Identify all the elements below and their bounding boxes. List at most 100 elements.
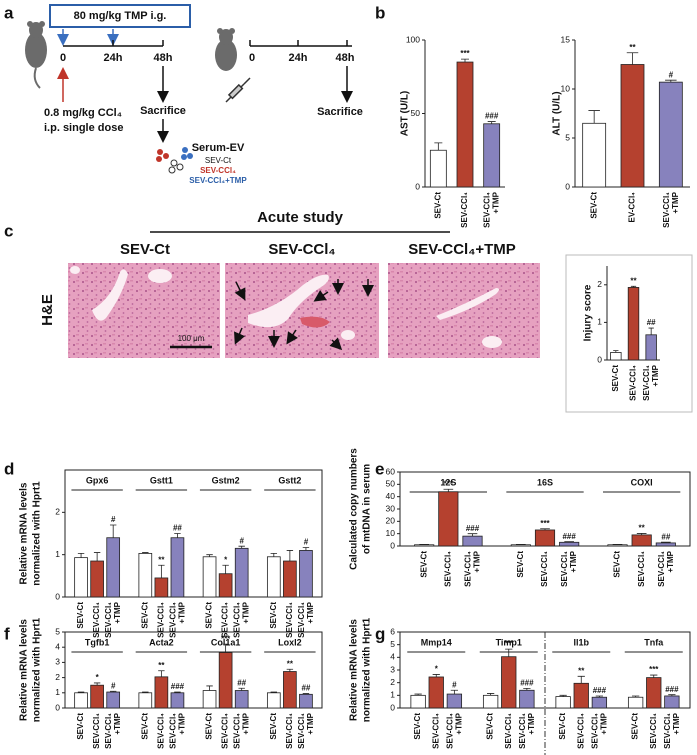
column-title: SEV-CCl₄+TMP — [408, 241, 516, 258]
error-bar — [432, 674, 440, 677]
significance-label: * — [224, 555, 228, 564]
x-tick-label-line: +TMP — [672, 712, 681, 734]
x-tick-label-line: SEV-CCl₄ — [169, 602, 178, 638]
y-tick-label: 0 — [55, 591, 60, 601]
time-label: 0 — [249, 52, 255, 64]
plot-frame — [64, 469, 323, 598]
bar — [414, 544, 435, 547]
x-tick-label: SEV-Ct — [611, 365, 620, 392]
bar — [438, 491, 459, 547]
bar — [299, 550, 313, 598]
x-tick-label: SEV-CCl₄+TMP — [518, 712, 536, 748]
group-label: Gstt1 — [150, 475, 173, 485]
y-axis-title: normalized with Hprt1 — [32, 481, 43, 586]
x-tick-label-line: SEV-CCl₄ — [104, 602, 113, 638]
error-bar — [523, 687, 531, 691]
x-tick-label: SEV-Ct — [413, 713, 422, 740]
bar — [658, 81, 683, 188]
bar — [582, 122, 607, 188]
x-tick-label-line: +TMP — [527, 712, 536, 734]
x-tick-label: SEV-CCl₄ — [629, 365, 638, 401]
error-bar — [158, 670, 165, 677]
significance-label: ** — [630, 276, 637, 285]
x-tick-label: SEV-CCl₄+TMP — [104, 601, 122, 637]
significance-label: # — [304, 538, 309, 547]
error-bar — [222, 643, 229, 653]
y-tick-label: 1 — [597, 317, 602, 327]
x-tick-label-line: +TMP — [178, 601, 187, 623]
bar — [266, 556, 281, 598]
y-tick-label: 15 — [561, 34, 571, 44]
x-tick-label: SEV-CCl₄+TMP — [169, 712, 187, 748]
significance-label: ## — [301, 684, 310, 693]
group-label: Gstt2 — [278, 475, 301, 485]
dose-box — [49, 4, 191, 28]
x-tick-label: SEV-CCl₄ — [443, 551, 452, 587]
x-tick-label: SEV-Ct — [516, 551, 525, 578]
x-tick-label: SEV-CCl₄+TMP — [560, 550, 578, 586]
y-axis-title: Calculated copy numbers — [349, 448, 360, 570]
x-tick-label: SEV-CCl₄ — [649, 713, 658, 749]
x-tick-label-line: +TMP — [651, 364, 660, 386]
y-tick-label: 20 — [386, 516, 396, 526]
x-tick-label: SEV-CCl₄ — [92, 602, 101, 638]
x-tick-label: SEV-CCl₄+TMP — [663, 712, 681, 748]
significance-label: * — [96, 673, 100, 682]
significance-label: ### — [466, 524, 480, 533]
x-tick-label-line: +TMP — [492, 191, 501, 213]
error-bar — [142, 552, 149, 554]
x-tick-label: SEV-Ct — [205, 713, 214, 740]
time-label: 24h — [289, 52, 308, 64]
significance-label: ## — [647, 318, 656, 327]
x-tick-label-line: SEV-CCl₄ — [233, 602, 242, 638]
x-tick-label-line: SEV-CCl₄ — [169, 713, 178, 749]
error-bar — [613, 350, 619, 353]
significance-label: # — [452, 680, 457, 689]
y-axis-title: Relative mRNA levels — [19, 619, 30, 721]
significance-label: # — [111, 515, 116, 524]
bar — [202, 556, 217, 598]
error-bar — [142, 691, 149, 693]
x-tick-label: SEV-Ct — [433, 192, 442, 219]
error-bar — [540, 528, 550, 530]
group-label: Loxl2 — [278, 637, 302, 647]
bar — [559, 541, 580, 547]
x-tick-label: SEV-CCl₄ — [637, 551, 646, 587]
x-tick-label: SEV-CCl₄+TMP — [445, 712, 463, 748]
error-bar — [286, 668, 294, 672]
y-tick-label: 100 — [406, 34, 420, 44]
x-tick-label: SEV-Ct — [558, 713, 567, 740]
significance-label: ## — [661, 532, 670, 541]
error-bar — [467, 533, 478, 537]
y-tick-label: 2 — [55, 672, 60, 682]
x-tick-label: SEV-CCl₄+TMP — [233, 712, 251, 748]
error-bar — [286, 550, 294, 562]
significance-label: # — [669, 70, 674, 79]
bar — [655, 542, 676, 547]
y-tick-label: 10 — [386, 528, 396, 538]
x-tick-label-line: SEV-CCl₄ — [662, 192, 671, 228]
x-tick-label: SEV-Ct — [140, 713, 149, 740]
x-tick-label: SEV-CCl₄ — [540, 551, 549, 587]
time-label: 48h — [154, 52, 173, 64]
stain-label: H&E — [39, 294, 56, 326]
panel-label: c — [4, 221, 13, 240]
panel-label: g — [375, 624, 385, 643]
bar — [555, 696, 571, 709]
x-tick-label: SEV-CCl₄+TMP — [590, 712, 608, 748]
column-title: SEV-Ct — [120, 241, 170, 258]
bar — [170, 537, 185, 598]
significance-label: ** — [629, 43, 636, 52]
bar — [218, 573, 233, 598]
serum-ev-title: Serum-EV — [192, 142, 245, 154]
error-bar — [450, 689, 458, 695]
error-bar — [414, 693, 422, 696]
y-tick-label: 2 — [390, 677, 395, 687]
error-bar — [158, 564, 165, 578]
error-bar — [174, 691, 181, 693]
y-tick-label: 10 — [561, 83, 571, 93]
x-tick-label-line: SEV-CCl₄ — [657, 551, 666, 587]
x-tick-label-line: SEV-CCl₄ — [642, 365, 651, 401]
bar — [154, 676, 169, 709]
